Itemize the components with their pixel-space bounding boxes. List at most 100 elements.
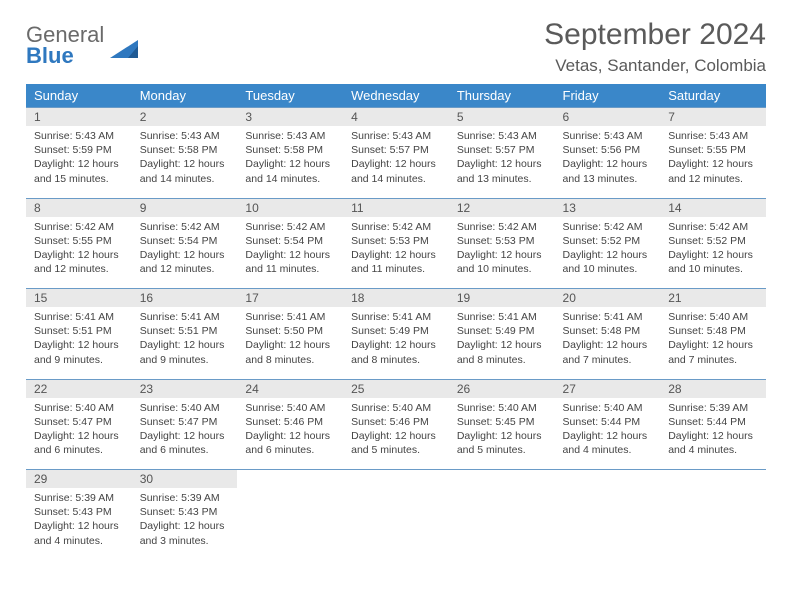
- page-title: September 2024: [544, 18, 766, 52]
- day-cell: Sunrise: 5:40 AMSunset: 5:44 PMDaylight:…: [555, 398, 661, 470]
- day-number: 16: [132, 289, 238, 308]
- sunrise-line: Sunrise: 5:43 AM: [668, 129, 758, 143]
- sunset-line: Sunset: 5:44 PM: [668, 415, 758, 429]
- day-number: [449, 470, 555, 489]
- daylight-line-2: and 10 minutes.: [457, 262, 547, 276]
- sunset-line: Sunset: 5:47 PM: [140, 415, 230, 429]
- sunset-line: Sunset: 5:45 PM: [457, 415, 547, 429]
- sunrise-line: Sunrise: 5:40 AM: [563, 401, 653, 415]
- day-number: 21: [660, 289, 766, 308]
- daylight-line-2: and 5 minutes.: [351, 443, 441, 457]
- daylight-line-2: and 13 minutes.: [457, 172, 547, 186]
- daylight-line-2: and 14 minutes.: [245, 172, 335, 186]
- day-number: 30: [132, 470, 238, 489]
- daylight-line-2: and 5 minutes.: [457, 443, 547, 457]
- daynum-row: 1234567: [26, 108, 766, 127]
- day-cell: [237, 488, 343, 560]
- day-cell: Sunrise: 5:42 AMSunset: 5:53 PMDaylight:…: [343, 217, 449, 289]
- day-body-row: Sunrise: 5:41 AMSunset: 5:51 PMDaylight:…: [26, 307, 766, 379]
- sunset-line: Sunset: 5:51 PM: [140, 324, 230, 338]
- day-cell: Sunrise: 5:43 AMSunset: 5:57 PMDaylight:…: [343, 126, 449, 198]
- day-cell: Sunrise: 5:42 AMSunset: 5:55 PMDaylight:…: [26, 217, 132, 289]
- sunrise-line: Sunrise: 5:43 AM: [34, 129, 124, 143]
- daylight-line-2: and 8 minutes.: [457, 353, 547, 367]
- day-cell: Sunrise: 5:39 AMSunset: 5:43 PMDaylight:…: [132, 488, 238, 560]
- day-cell: Sunrise: 5:42 AMSunset: 5:53 PMDaylight:…: [449, 217, 555, 289]
- daylight-line-2: and 13 minutes.: [563, 172, 653, 186]
- sunset-line: Sunset: 5:57 PM: [457, 143, 547, 157]
- sunrise-line: Sunrise: 5:43 AM: [140, 129, 230, 143]
- day-cell: Sunrise: 5:40 AMSunset: 5:46 PMDaylight:…: [343, 398, 449, 470]
- sunset-line: Sunset: 5:53 PM: [457, 234, 547, 248]
- daylight-line-2: and 7 minutes.: [668, 353, 758, 367]
- sunset-line: Sunset: 5:55 PM: [34, 234, 124, 248]
- daynum-row: 22232425262728: [26, 379, 766, 398]
- day-cell: Sunrise: 5:40 AMSunset: 5:47 PMDaylight:…: [132, 398, 238, 470]
- sunrise-line: Sunrise: 5:39 AM: [668, 401, 758, 415]
- daylight-line-2: and 6 minutes.: [34, 443, 124, 457]
- title-block: September 2024 Vetas, Santander, Colombi…: [544, 18, 766, 76]
- sunrise-line: Sunrise: 5:42 AM: [245, 220, 335, 234]
- sunset-line: Sunset: 5:48 PM: [563, 324, 653, 338]
- daylight-line-2: and 14 minutes.: [140, 172, 230, 186]
- daylight-line-2: and 6 minutes.: [245, 443, 335, 457]
- day-number: 19: [449, 289, 555, 308]
- sunset-line: Sunset: 5:49 PM: [457, 324, 547, 338]
- sunset-line: Sunset: 5:56 PM: [563, 143, 653, 157]
- sunrise-line: Sunrise: 5:40 AM: [245, 401, 335, 415]
- sunrise-line: Sunrise: 5:39 AM: [140, 491, 230, 505]
- sunset-line: Sunset: 5:46 PM: [245, 415, 335, 429]
- day-cell: Sunrise: 5:40 AMSunset: 5:47 PMDaylight:…: [26, 398, 132, 470]
- daylight-line-1: Daylight: 12 hours: [34, 338, 124, 352]
- day-cell: Sunrise: 5:41 AMSunset: 5:48 PMDaylight:…: [555, 307, 661, 379]
- weekday-header: Sunday: [26, 84, 132, 108]
- day-cell: Sunrise: 5:43 AMSunset: 5:57 PMDaylight:…: [449, 126, 555, 198]
- daylight-line-1: Daylight: 12 hours: [351, 248, 441, 262]
- daylight-line-1: Daylight: 12 hours: [668, 338, 758, 352]
- daylight-line-1: Daylight: 12 hours: [140, 248, 230, 262]
- sunrise-line: Sunrise: 5:40 AM: [668, 310, 758, 324]
- calendar-page: General Blue September 2024 Vetas, Santa…: [0, 0, 792, 570]
- daylight-line-1: Daylight: 12 hours: [457, 429, 547, 443]
- day-number: 27: [555, 379, 661, 398]
- daylight-line-1: Daylight: 12 hours: [140, 338, 230, 352]
- day-cell: Sunrise: 5:42 AMSunset: 5:54 PMDaylight:…: [237, 217, 343, 289]
- day-number: 7: [660, 108, 766, 127]
- day-cell: Sunrise: 5:41 AMSunset: 5:50 PMDaylight:…: [237, 307, 343, 379]
- daylight-line-2: and 4 minutes.: [34, 534, 124, 548]
- location-text: Vetas, Santander, Colombia: [544, 56, 766, 76]
- sunset-line: Sunset: 5:46 PM: [351, 415, 441, 429]
- sunset-line: Sunset: 5:57 PM: [351, 143, 441, 157]
- daynum-row: 2930: [26, 470, 766, 489]
- sunrise-line: Sunrise: 5:40 AM: [351, 401, 441, 415]
- day-cell: Sunrise: 5:39 AMSunset: 5:44 PMDaylight:…: [660, 398, 766, 470]
- day-cell: Sunrise: 5:41 AMSunset: 5:51 PMDaylight:…: [26, 307, 132, 379]
- daylight-line-1: Daylight: 12 hours: [245, 338, 335, 352]
- daylight-line-2: and 8 minutes.: [245, 353, 335, 367]
- day-body-row: Sunrise: 5:42 AM Sunset: 5:55 PM Daylight:…: [26, 217, 766, 289]
- daylight-line-1: Daylight: 12 hours: [34, 429, 124, 443]
- day-number: 6: [555, 108, 661, 127]
- sunrise-line: Sunrise: 5:42 AM: [668, 220, 758, 234]
- weekday-header: Saturday: [660, 84, 766, 108]
- daylight-line-2: and 9 minutes.: [140, 353, 230, 367]
- day-number: 22: [26, 379, 132, 398]
- sunset-line: Sunset: 5:52 PM: [563, 234, 653, 248]
- day-cell: Sunrise: 5:43 AMSunset: 5:58 PMDaylight:…: [132, 126, 238, 198]
- weekday-header: Monday: [132, 84, 238, 108]
- header-row: General Blue September 2024 Vetas, Santa…: [26, 18, 766, 76]
- daylight-line-1: Daylight: 12 hours: [140, 429, 230, 443]
- sunset-line: Sunset: 5:49 PM: [351, 324, 441, 338]
- day-cell: [449, 488, 555, 560]
- daylight-line-1: Daylight: 12 hours: [245, 157, 335, 171]
- daylight-line-1: Daylight: 12 hours: [351, 429, 441, 443]
- triangle-icon: [110, 36, 138, 58]
- day-number: 13: [555, 198, 661, 217]
- sunset-line: Sunset: 5:43 PM: [140, 505, 230, 519]
- daylight-line-1: Daylight: 12 hours: [563, 248, 653, 262]
- sunset-line: Sunset: 5:47 PM: [34, 415, 124, 429]
- sunrise-line: Sunrise: 5:42 AM: [140, 220, 230, 234]
- day-number: 4: [343, 108, 449, 127]
- sunset-line: Sunset: 5:54 PM: [140, 234, 230, 248]
- daylight-line-1: Daylight: 12 hours: [668, 248, 758, 262]
